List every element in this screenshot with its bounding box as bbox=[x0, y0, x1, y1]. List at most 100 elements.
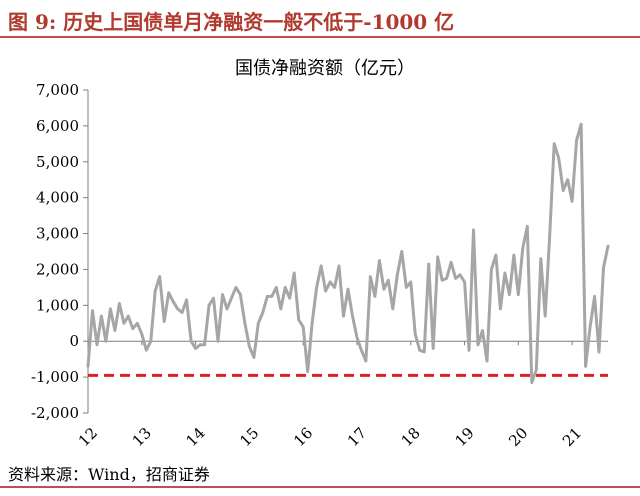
data-point bbox=[391, 307, 394, 311]
data-point bbox=[185, 298, 188, 302]
data-point bbox=[458, 273, 462, 276]
y-tick-label: -1,000 bbox=[31, 368, 79, 386]
data-point bbox=[194, 347, 197, 350]
data-point bbox=[279, 307, 282, 311]
data-point bbox=[122, 322, 126, 325]
data-point bbox=[158, 275, 161, 278]
data-point bbox=[562, 189, 565, 192]
x-tick-label: 13 bbox=[129, 424, 155, 450]
chart-title: 国债净融资额（亿元） bbox=[235, 58, 415, 79]
data-point bbox=[414, 332, 417, 336]
x-axis: 12 13 14 15 16 17 18 19 20 21 bbox=[75, 340, 608, 450]
figure-header: 图 9: 历史上国债单月净融资一般不低于-1000 亿 bbox=[0, 0, 640, 38]
data-point bbox=[369, 275, 372, 278]
data-point bbox=[167, 291, 170, 294]
data-point bbox=[499, 307, 502, 311]
data-point bbox=[351, 314, 354, 318]
data-point bbox=[566, 178, 569, 181]
data-point bbox=[490, 268, 493, 271]
data-point bbox=[198, 343, 202, 346]
data-point bbox=[136, 322, 139, 325]
data-point bbox=[432, 347, 435, 350]
data-point bbox=[436, 255, 439, 259]
data-point bbox=[544, 314, 547, 318]
data-point bbox=[548, 234, 551, 237]
x-tick-label: 16 bbox=[290, 424, 316, 450]
data-point bbox=[405, 286, 408, 289]
data-point bbox=[364, 359, 368, 363]
data-point bbox=[163, 320, 166, 323]
x-tick-label: 19 bbox=[451, 424, 477, 450]
data-point bbox=[270, 295, 273, 298]
data-point bbox=[557, 157, 560, 160]
data-point bbox=[257, 322, 260, 325]
data-point bbox=[503, 271, 507, 275]
data-point bbox=[261, 311, 264, 314]
series-line bbox=[86, 122, 610, 384]
x-tick-label: 12 bbox=[75, 424, 101, 450]
data-point bbox=[104, 340, 108, 343]
data-point bbox=[467, 349, 471, 352]
data-point bbox=[275, 286, 278, 289]
data-point bbox=[297, 318, 300, 321]
data-point bbox=[346, 288, 350, 291]
data-point bbox=[310, 322, 314, 325]
x-tick-label: 18 bbox=[398, 424, 424, 450]
data-point bbox=[472, 228, 475, 232]
data-point bbox=[579, 122, 583, 126]
data-point bbox=[508, 293, 511, 296]
data-point bbox=[396, 273, 399, 276]
data-point bbox=[454, 277, 457, 280]
data-point bbox=[239, 293, 242, 296]
data-point bbox=[360, 349, 363, 352]
data-point bbox=[409, 280, 412, 284]
data-point bbox=[319, 264, 323, 268]
data-point bbox=[449, 261, 453, 264]
data-point bbox=[252, 356, 256, 359]
data-point bbox=[597, 350, 601, 354]
data-point bbox=[418, 349, 421, 352]
data-point bbox=[324, 289, 327, 293]
data-point bbox=[172, 300, 175, 303]
data-point bbox=[189, 340, 193, 343]
data-point bbox=[588, 325, 592, 329]
data-point bbox=[553, 142, 556, 145]
data-point bbox=[593, 295, 596, 298]
data-point bbox=[570, 200, 574, 203]
data-point bbox=[373, 295, 377, 298]
data-point bbox=[328, 280, 332, 284]
y-tick-label: -2,000 bbox=[31, 404, 79, 422]
data-point bbox=[248, 345, 251, 348]
data-point bbox=[288, 297, 291, 300]
y-tick-label: 6,000 bbox=[36, 117, 79, 135]
data-point bbox=[118, 302, 121, 305]
data-point bbox=[382, 288, 386, 291]
data-point bbox=[230, 297, 233, 300]
data-point bbox=[131, 327, 134, 330]
x-tick-label: 15 bbox=[236, 424, 262, 450]
data-point bbox=[485, 359, 489, 363]
data-point bbox=[530, 381, 533, 384]
data-point bbox=[100, 314, 103, 318]
data-point bbox=[234, 286, 238, 289]
data-point bbox=[602, 266, 605, 269]
data-point bbox=[266, 295, 269, 298]
data-point bbox=[342, 314, 345, 318]
data-point bbox=[427, 262, 430, 266]
figure-title: 图 9: 历史上国债单月净融资一般不低于-1000 亿 bbox=[8, 10, 455, 34]
data-point bbox=[539, 257, 542, 260]
data-point bbox=[526, 225, 529, 228]
data-point bbox=[293, 271, 296, 275]
data-point bbox=[387, 279, 390, 282]
data-point bbox=[127, 314, 130, 318]
data-point bbox=[109, 307, 112, 311]
data-point bbox=[521, 246, 524, 250]
data-point bbox=[149, 340, 152, 343]
data-point bbox=[243, 322, 247, 325]
data-point bbox=[337, 264, 341, 268]
data-point bbox=[203, 343, 206, 346]
footer-rule bbox=[0, 486, 640, 488]
data-point bbox=[476, 343, 480, 346]
y-tick-label: 0 bbox=[69, 332, 79, 350]
data-point bbox=[86, 365, 90, 368]
